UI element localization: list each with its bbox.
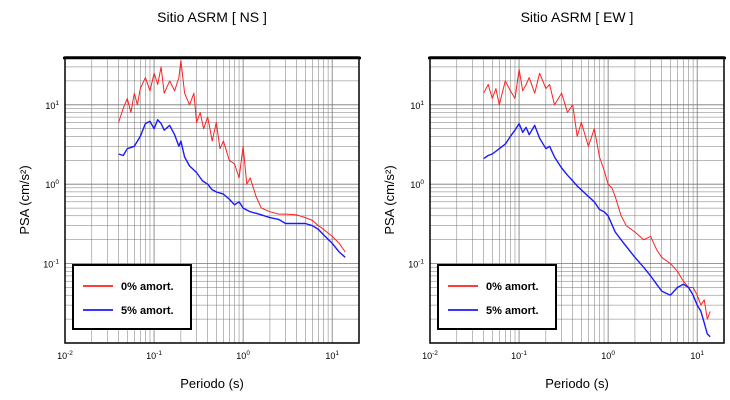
x-axis-label: Periodo (s) — [180, 376, 244, 391]
x-tick-label: 10-1 — [146, 350, 162, 361]
y-tick-label: 101 — [45, 100, 59, 111]
series-line-undamped — [483, 68, 711, 320]
legend-box — [72, 264, 192, 330]
x-tick-label: 10-1 — [511, 350, 527, 361]
legend-label: 5% amort. — [486, 305, 539, 317]
y-axis-label: PSA (cm/s²) — [17, 165, 32, 234]
legend-label: 5% amort. — [121, 305, 174, 317]
x-tick-label: 100 — [601, 350, 615, 361]
x-tick-label: 101 — [325, 350, 339, 361]
legend-label: 0% amort. — [486, 281, 539, 293]
grid — [64, 56, 360, 344]
chart-title: Sitio ASRM [ NS ] — [157, 9, 267, 25]
legend-box — [437, 264, 557, 330]
chart-panel-2: 10-2 10-1 100 101 10-1 100 101 Sitio ASRM [ EW … — [382, 9, 726, 391]
x-axis-label: Periodo (s) — [545, 376, 609, 391]
series-line-damped — [483, 122, 711, 338]
chart-title: Sitio ASRM [ EW ] — [521, 9, 634, 25]
legend: 0% amort. 5% amort. — [72, 264, 192, 330]
x-tick-label: 10-2 — [57, 350, 73, 361]
x-tick-label: 101 — [690, 350, 704, 361]
series-line-undamped — [118, 60, 346, 253]
y-tick-label: 10-1 — [43, 259, 59, 270]
legend-label: 0% amort. — [121, 281, 174, 293]
series-line-damped — [118, 118, 346, 258]
y-tick-label: 101 — [410, 100, 424, 111]
x-tick-label: 10-2 — [422, 350, 438, 361]
legend: 0% amort. 5% amort. — [437, 264, 557, 330]
y-tick-label: 100 — [410, 179, 424, 190]
y-tick-label: 10-1 — [408, 259, 424, 270]
x-tick-label: 100 — [236, 350, 250, 361]
y-axis-label: PSA (cm/s²) — [382, 165, 397, 234]
y-tick-label: 100 — [45, 179, 59, 190]
chart-panel-1: 10-2 10-1 100 101 10-1 100 101 Sitio ASRM [ NS … — [17, 9, 361, 391]
